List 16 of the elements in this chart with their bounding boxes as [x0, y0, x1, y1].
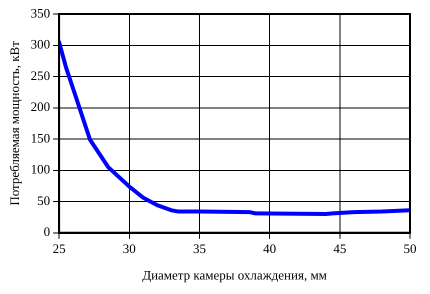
x-tick-label: 45 [333, 241, 346, 256]
y-tick-label: 50 [37, 192, 50, 208]
x-tick-label: 25 [52, 241, 66, 256]
x-axis-title: Диаметр камеры охлаждения, мм [142, 268, 327, 283]
y-tick-label: 0 [44, 224, 50, 240]
y-tick-label: 100 [30, 162, 50, 177]
y-tick-label: 300 [30, 36, 50, 52]
x-tick-label: 50 [404, 241, 416, 256]
y-tick-label: 200 [30, 99, 50, 114]
y-tick-label: 250 [30, 68, 50, 83]
y-tick-label: 350 [30, 5, 50, 20]
x-tick-label: 35 [192, 241, 206, 256]
y-tick-label: 150 [30, 130, 50, 146]
y-axis-title: Потребляемая мощность, кВт [7, 40, 22, 206]
x-tick-label: 30 [122, 241, 136, 256]
x-tick-label: 40 [263, 241, 276, 256]
